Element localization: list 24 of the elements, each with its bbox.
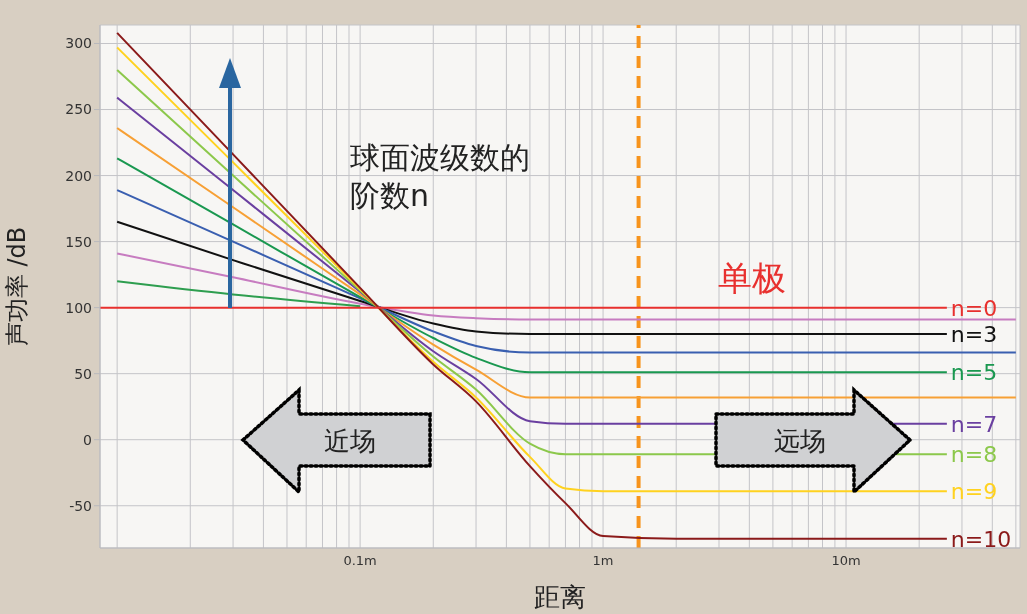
series-label: n=7 <box>950 411 998 437</box>
y-tick-label: -50 <box>69 497 92 514</box>
annotation: 球面波级数的阶数n <box>350 140 530 213</box>
y-tick-label: 250 <box>65 101 92 118</box>
x-tick-label: 1m <box>592 553 614 569</box>
y-tick-label: 300 <box>65 35 92 52</box>
series-label: n=9 <box>950 479 998 505</box>
y-tick-label: 50 <box>74 365 92 382</box>
series-label: n=3 <box>950 322 998 348</box>
x-tick-label: 0.1m <box>343 553 377 569</box>
annotation: 远场 <box>774 426 826 456</box>
series-label: n=10 <box>950 526 1012 552</box>
y-tick-label: 150 <box>65 233 92 250</box>
series-label: n=8 <box>950 442 998 468</box>
y-tick-label: 0 <box>83 431 92 448</box>
x-tick-label: 10m <box>831 553 861 569</box>
series-label: n=0 <box>950 295 998 321</box>
annotation: 近场 <box>324 426 376 456</box>
series-label: n=5 <box>950 360 998 386</box>
annotation: 单极 <box>718 258 786 298</box>
y-tick-label: 100 <box>65 299 92 316</box>
x-axis-title: 距离 <box>534 582 586 612</box>
y-axis-title: 声功率 /dB <box>2 226 31 347</box>
y-tick-label: 200 <box>65 167 92 184</box>
